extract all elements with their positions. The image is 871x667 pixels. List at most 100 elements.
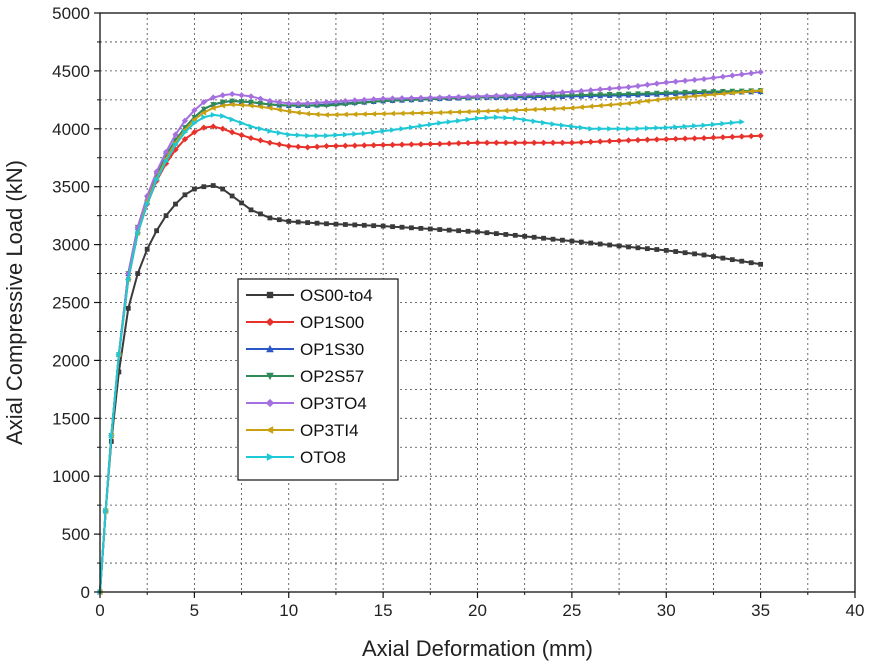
data-point	[729, 257, 735, 263]
data-point	[436, 140, 443, 147]
data-point	[154, 176, 160, 183]
x-tick-label: 0	[95, 601, 104, 620]
data-point	[484, 114, 491, 121]
data-point	[351, 142, 358, 149]
data-point	[700, 134, 708, 142]
y-tick-label: 4000	[52, 120, 90, 139]
legend-marker	[265, 426, 274, 434]
data-point	[465, 116, 472, 123]
data-point	[229, 98, 236, 105]
data-point	[493, 114, 500, 121]
data-point	[389, 95, 396, 102]
data-point	[446, 118, 453, 125]
data-point	[616, 243, 622, 249]
data-point	[248, 99, 254, 106]
data-point	[229, 90, 236, 98]
data-point	[200, 106, 207, 113]
data-point	[531, 106, 537, 113]
data-point	[606, 101, 613, 108]
data-point	[748, 70, 755, 77]
data-point	[323, 112, 329, 118]
data-point	[436, 94, 443, 101]
data-point	[342, 131, 349, 138]
x-tick-label: 35	[751, 601, 770, 620]
x-tick-label: 20	[468, 601, 487, 620]
data-point	[493, 92, 500, 99]
data-point	[418, 123, 424, 129]
data-point	[616, 125, 623, 132]
data-point	[597, 241, 603, 247]
data-point	[285, 100, 292, 107]
data-point	[154, 228, 160, 234]
y-tick-label: 500	[62, 525, 90, 544]
data-point	[521, 139, 528, 146]
data-point	[606, 138, 613, 145]
data-point	[493, 107, 499, 114]
data-point	[626, 244, 631, 250]
data-point	[569, 123, 575, 130]
data-point	[757, 132, 764, 139]
data-point	[739, 258, 745, 264]
data-point	[700, 75, 708, 83]
data-point	[625, 100, 631, 107]
data-point	[757, 68, 764, 76]
data-point	[672, 94, 679, 101]
data-point	[512, 115, 519, 122]
data-point	[644, 136, 651, 143]
data-point	[398, 141, 406, 148]
data-point	[276, 217, 282, 223]
data-point	[644, 91, 651, 97]
data-point	[247, 102, 254, 109]
axes: 0 5 10 15 20 25 30 35 40 0 500 1000 1500 2000 2500 3000…	[52, 4, 864, 620]
data-point	[559, 93, 566, 99]
data-point	[371, 223, 377, 229]
data-point	[257, 95, 264, 102]
data-point	[304, 110, 311, 117]
data-point	[191, 107, 198, 114]
data-point	[578, 104, 584, 111]
data-point	[163, 213, 169, 219]
data-point	[625, 91, 632, 98]
data-point	[560, 122, 566, 129]
data-point	[116, 351, 122, 358]
data-point	[483, 92, 491, 100]
data-point	[464, 139, 472, 147]
data-point	[757, 87, 764, 94]
series-line	[99, 89, 761, 593]
data-point	[692, 251, 697, 257]
data-point	[427, 226, 433, 232]
data-point	[210, 112, 217, 118]
data-point	[437, 227, 443, 232]
data-point	[390, 224, 395, 230]
data-point	[258, 125, 264, 132]
data-point	[738, 133, 745, 140]
data-point	[201, 184, 207, 190]
data-point	[569, 238, 575, 244]
data-point	[587, 87, 594, 94]
data-point	[427, 140, 434, 148]
legend-item: OP1S00	[246, 313, 364, 332]
data-point	[305, 220, 311, 225]
data-point	[597, 138, 604, 145]
data-point	[191, 129, 198, 136]
data-point	[323, 103, 330, 109]
data-point	[634, 136, 642, 144]
data-point	[672, 90, 679, 96]
data-point	[493, 139, 500, 146]
data-point	[380, 223, 386, 229]
y-tick-label: 3000	[52, 236, 90, 255]
data-point	[502, 107, 509, 114]
legend: OS00-to4 OP1S00 OP1S30 OP2S57 OP3TO4 OP3TI4 OT…	[237, 278, 399, 481]
data-point	[342, 101, 349, 108]
data-point	[503, 232, 509, 237]
data-point	[673, 124, 679, 130]
data-point	[285, 108, 292, 115]
data-point	[229, 193, 235, 199]
data-point	[559, 139, 566, 146]
data-point	[615, 84, 623, 92]
data-point	[351, 97, 358, 104]
data-point	[559, 89, 566, 96]
data-point	[616, 91, 622, 98]
series-op3to4	[96, 68, 764, 596]
data-point	[521, 91, 528, 98]
